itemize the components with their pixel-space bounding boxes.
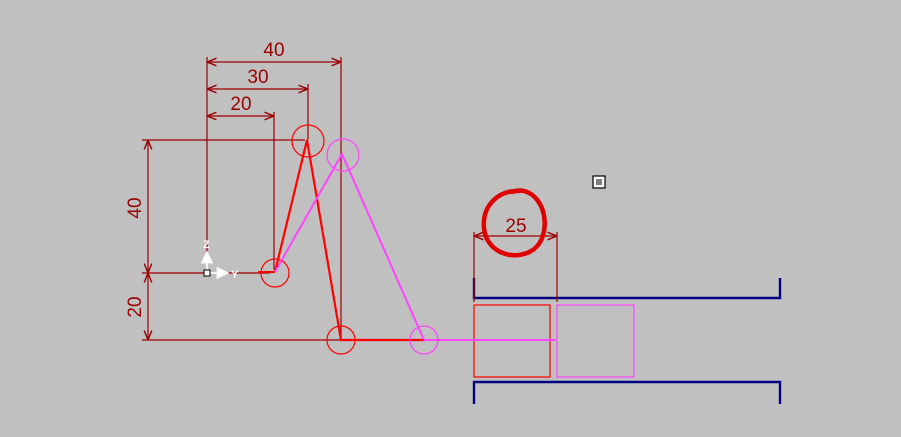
- dimension-label-vertical-40: 40: [125, 197, 146, 218]
- guide-rail-top: [472, 278, 782, 300]
- highlight-circle: [481, 188, 547, 258]
- joint-a-2[interactable]: [291, 124, 325, 158]
- dimension-label-20: 20: [230, 94, 251, 115]
- joint-b-1[interactable]: [326, 138, 360, 172]
- dimension-group-horizontal: [206, 57, 342, 340]
- dimension-group-vertical: [142, 139, 340, 341]
- guide-rail-bottom: [472, 380, 782, 404]
- joint-b-2[interactable]: [409, 325, 439, 355]
- joint-a-1[interactable]: [260, 258, 290, 288]
- dimension-label-30: 30: [247, 67, 268, 88]
- dimension-label-stroke: 25: [505, 216, 526, 237]
- dimension-label-vertical-20: 20: [125, 296, 146, 317]
- axis-indicator: Z Y: [200, 239, 239, 281]
- y-axis-label: Y: [231, 269, 239, 281]
- cursor-box-icon: [592, 175, 606, 189]
- mechanism-position-b: [274, 138, 635, 378]
- slider-block-b[interactable]: [556, 304, 635, 378]
- joint-a-3[interactable]: [326, 325, 356, 355]
- dimension-label-40: 40: [263, 40, 284, 61]
- z-axis-label: Z: [203, 239, 210, 251]
- linkage-a: [273, 139, 424, 342]
- origin-marker: [203, 269, 211, 277]
- linkage-b: [274, 151, 556, 341]
